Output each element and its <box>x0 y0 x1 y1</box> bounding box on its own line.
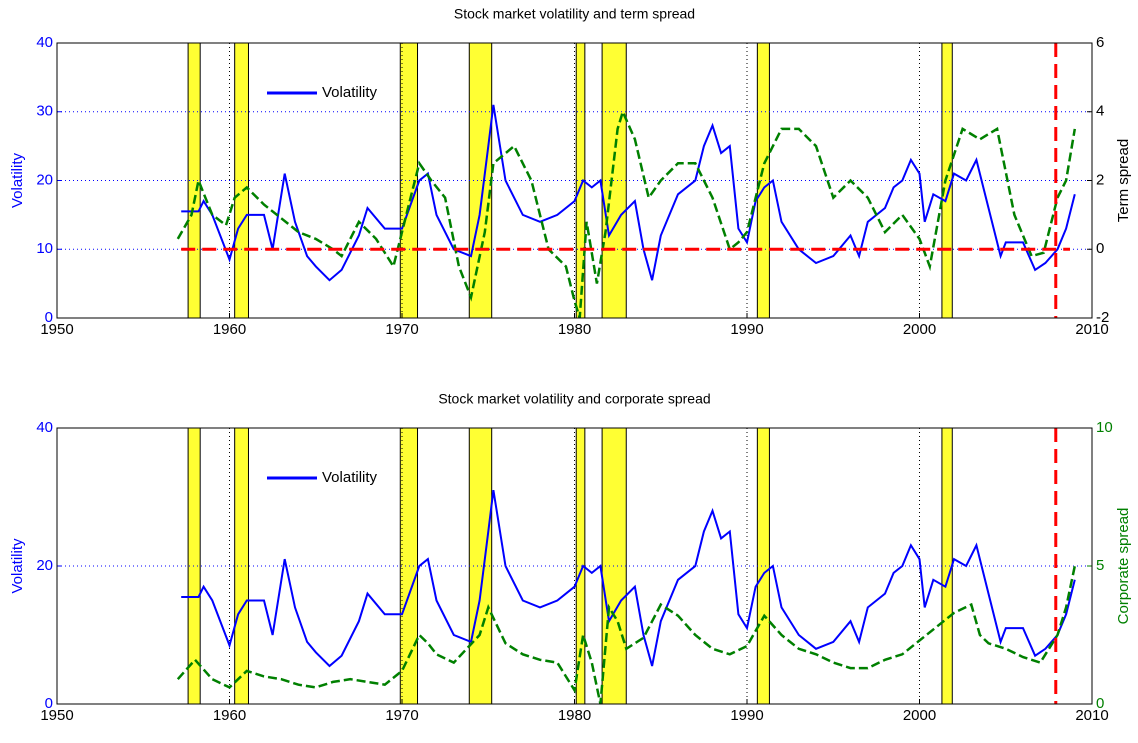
y-tick-label: 0 <box>45 309 53 326</box>
data-line <box>181 104 1076 282</box>
x-tick-label: 1960 <box>213 321 246 338</box>
recession-band <box>756 427 770 705</box>
y2-tick-label: 5 <box>1096 557 1104 574</box>
y2-tick-label: 0 <box>1096 240 1104 257</box>
recession-band <box>601 427 627 705</box>
legend-label: Volatility <box>322 84 378 101</box>
y2-tick-label: 2 <box>1096 171 1104 188</box>
recession-band <box>399 427 419 705</box>
y-tick-label: 20 <box>36 171 53 188</box>
y-tick-label: 40 <box>36 419 53 436</box>
x-tick-label: 1970 <box>385 707 418 724</box>
plot-frame <box>56 427 1093 705</box>
x-tick-label: 1950 <box>40 707 73 724</box>
recession-band <box>468 42 493 319</box>
y-tick-label: 0 <box>45 695 53 712</box>
x-tick-label: 1990 <box>730 321 763 338</box>
y2-tick-label: 0 <box>1096 695 1104 712</box>
x-tick-label: 2000 <box>903 321 936 338</box>
x-tick-label: 1980 <box>558 707 591 724</box>
y2-tick-label: 10 <box>1096 419 1113 436</box>
plot-frame <box>56 42 1093 319</box>
y2-axis-label: Corporate spread <box>1115 508 1132 625</box>
y-axis-label: Volatility <box>9 538 26 594</box>
y2-axis-label: Term spread <box>1115 139 1132 222</box>
y2-tick-label: -2 <box>1096 309 1109 326</box>
data-line <box>176 565 1077 705</box>
y-axis-label: Volatility <box>9 152 26 208</box>
y2-tick-label: 4 <box>1096 103 1104 120</box>
x-tick-label: 2000 <box>903 707 936 724</box>
x-tick-label: 1950 <box>40 321 73 338</box>
y-tick-label: 30 <box>36 103 53 120</box>
x-tick-label: 1970 <box>385 321 418 338</box>
y-tick-label: 40 <box>36 34 53 51</box>
chart-title: Stock market volatility and term spread <box>454 6 695 22</box>
recession-band <box>601 42 627 319</box>
chart-title: Stock market volatility and corporate sp… <box>438 391 710 407</box>
data-line <box>181 489 1076 668</box>
y2-tick-label: 6 <box>1096 34 1104 51</box>
recession-band <box>941 42 953 319</box>
x-tick-label: 2010 <box>1075 321 1108 338</box>
x-tick-label: 2010 <box>1075 707 1108 724</box>
y-tick-label: 20 <box>36 557 53 574</box>
y-tick-label: 10 <box>36 240 53 257</box>
recession-band <box>468 427 493 705</box>
x-tick-label: 1990 <box>730 707 763 724</box>
legend-label: Volatility <box>322 469 378 486</box>
x-tick-label: 1960 <box>213 707 246 724</box>
recession-band <box>941 427 953 705</box>
x-tick-label: 1980 <box>558 321 591 338</box>
